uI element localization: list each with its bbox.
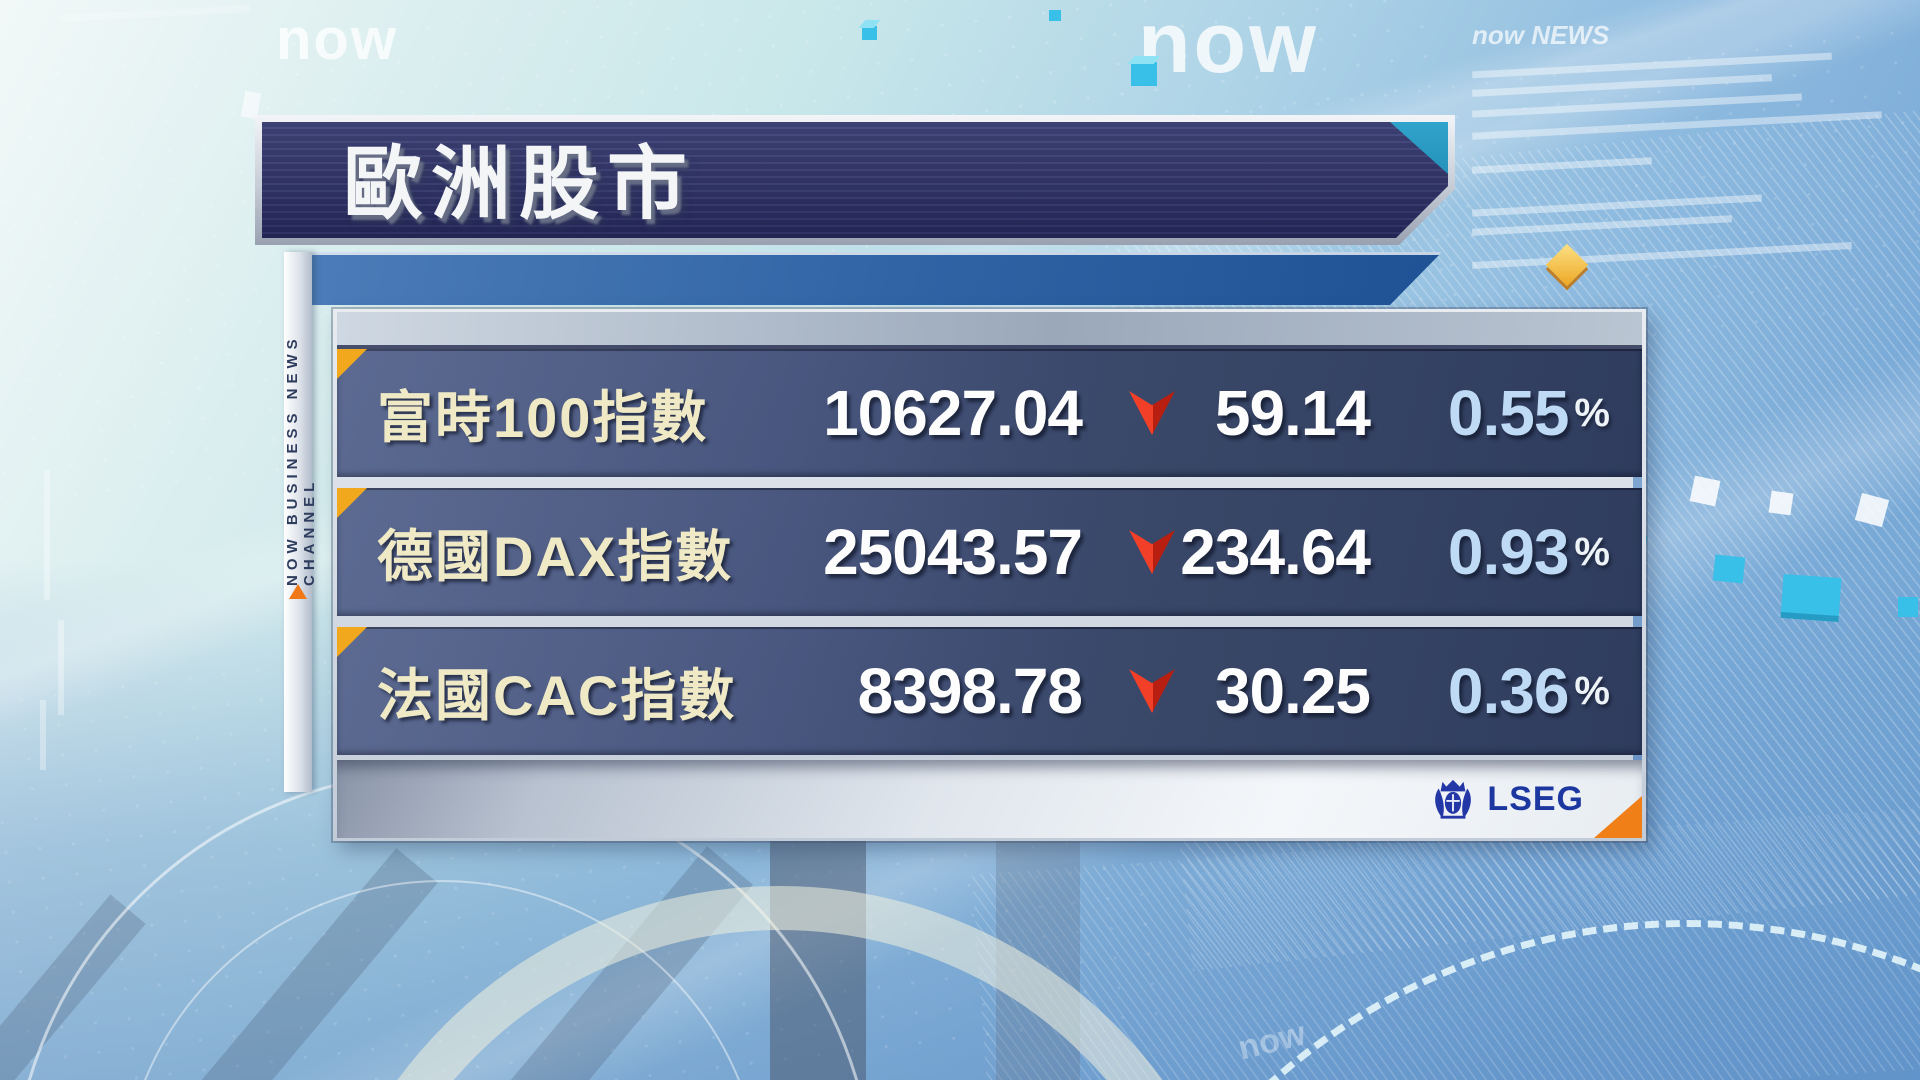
arrow-cell [1129,488,1175,616]
arrow-cell [1129,627,1175,755]
arrow-cell [1129,349,1175,477]
percent-sign: % [1574,668,1610,713]
bg-text-bar [44,470,50,600]
channel-strip-triangle-icon [289,584,307,599]
index-name: 德國DAX指數 [377,524,734,588]
row-corner-triangle-icon [337,627,367,657]
percent-value: 0.93 [1447,516,1570,588]
decor-square-white [1689,475,1721,507]
index-name: 富時100指數 [377,385,709,449]
index-value: 10627.04 [823,377,1083,449]
indices-panel: 富時100指數 10627.04 59.14 0.55% 德國DAX指數 250… [333,309,1646,841]
down-arrow-icon [1129,669,1175,713]
decor-square-cyan [1780,574,1842,622]
index-value: 25043.57 [823,516,1083,588]
now-news-watermark: now NEWS [1472,20,1610,50]
percent-sign: % [1574,390,1610,435]
bg-text-bar [58,620,64,715]
panel-corner-triangle-icon [1594,796,1642,838]
channel-strip: NOW BUSINESS NEWS CHANNEL [284,252,318,792]
title-bar: 歐洲股市 [255,115,1455,245]
index-change-percent: 0.55% [1448,349,1610,477]
index-change-percent: 0.93% [1448,488,1610,616]
title-bar-inner [262,122,1448,238]
channel-vertical-label: NOW BUSINESS NEWS CHANNEL [284,334,318,586]
table-row: 法國CAC指數 8398.78 30.25 0.36% [337,627,1642,755]
title-underbar [292,252,1442,305]
decor-cube-face [1127,56,1161,64]
table-row: 德國DAX指數 25043.57 234.64 0.93% [337,488,1642,616]
index-change: 234.64 [1180,516,1371,588]
bg-text-bar [40,700,46,770]
index-change: 30.25 [1214,655,1371,727]
title-corner-triangle-icon [1390,122,1448,174]
percent-sign: % [1574,529,1610,574]
index-name: 法國CAC指數 [377,663,737,727]
data-source: LSEG [1429,760,1584,838]
percent-value: 0.55 [1447,377,1570,449]
decor-square-white [1768,490,1794,516]
decor-cube-cyan [858,20,881,40]
lseg-crest-icon [1435,779,1472,819]
decor-square-cyan [1898,597,1918,617]
now-watermark: now [276,7,398,72]
index-change: 59.14 [1214,377,1371,449]
percent-value: 0.36 [1447,655,1570,727]
now-watermark: now [1138,0,1319,91]
panel-header-band [337,312,1642,349]
decor-square-cyan [1712,554,1746,584]
page-title: 歐洲股市 [343,139,695,229]
panel-footer: LSEG [337,760,1642,838]
bg-text-bar [59,5,251,22]
index-change-percent: 0.36% [1448,627,1610,755]
index-rows: 富時100指數 10627.04 59.14 0.55% 德國DAX指數 250… [337,349,1642,766]
table-row: 富時100指數 10627.04 59.14 0.55% [337,349,1642,477]
row-corner-triangle-icon [337,488,367,518]
decor-cube-cyan [1127,56,1161,86]
source-label: LSEG [1487,779,1584,818]
index-value: 8398.78 [857,655,1083,727]
down-arrow-icon [1129,530,1175,574]
decor-cube-cyan [1049,10,1061,21]
down-arrow-icon [1129,391,1175,435]
row-corner-triangle-icon [337,349,367,379]
